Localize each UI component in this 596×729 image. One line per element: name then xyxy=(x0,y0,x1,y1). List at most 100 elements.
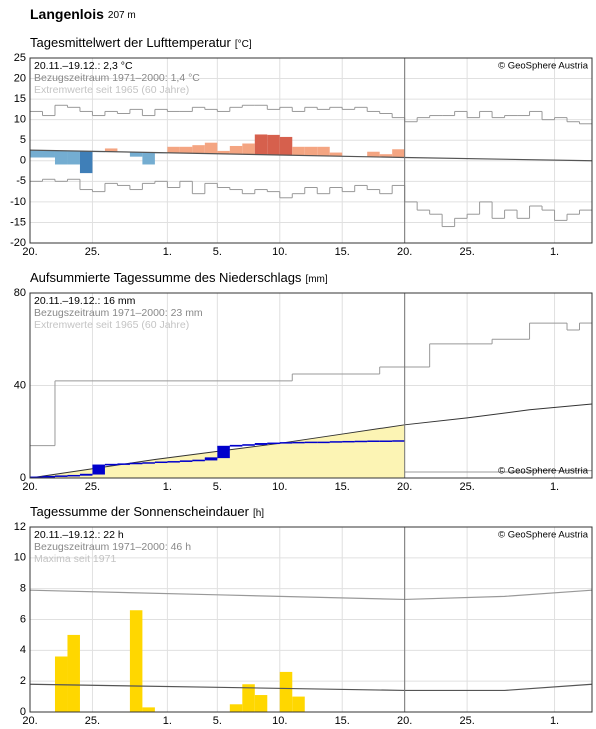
chart-title: Aufsummierte Tagessumme des Niederschlag… xyxy=(30,270,302,285)
reference-line xyxy=(29,589,593,601)
x-tick-label: 20. xyxy=(22,715,37,727)
chart: Aufsummierte Tagessumme des Niederschlag… xyxy=(14,270,593,493)
temperature-bar xyxy=(42,150,55,158)
sunshine-bar xyxy=(142,707,155,712)
chart-unit: [°C] xyxy=(235,39,252,50)
plot-frame xyxy=(29,526,593,713)
copyright: © GeoSphere Austria xyxy=(498,530,589,541)
temperature-bar xyxy=(104,148,118,152)
chart: Tagesmittelwert der Lufttemperatur [°C] 20… xyxy=(10,35,593,258)
temperature-bar xyxy=(79,151,93,174)
copyright: © GeoSphere Austria xyxy=(498,466,589,477)
y-tick-label: 40 xyxy=(14,379,26,391)
temperature-bar xyxy=(192,145,205,154)
precip-day xyxy=(92,465,105,475)
precip-day xyxy=(204,458,218,461)
x-tick-label: 10. xyxy=(272,481,287,493)
x-tick-label: 1. xyxy=(163,715,172,727)
y-tick-label: 0 xyxy=(20,472,26,484)
temperature-bar xyxy=(392,149,405,158)
x-tick-label: 20. xyxy=(22,246,37,258)
temperature-bar xyxy=(217,150,230,154)
info-line: 20.11.–19.12.: 2,3 °C xyxy=(34,60,133,72)
sunshine-bar xyxy=(129,610,143,712)
x-tick-label: 20. xyxy=(397,715,412,727)
info-line: 20.11.–19.12.: 22 h xyxy=(34,529,124,541)
precip-day xyxy=(217,446,230,459)
x-tick-label: 25. xyxy=(85,246,100,258)
x-tick-label: 25. xyxy=(85,715,100,727)
sunshine-bar xyxy=(279,671,293,712)
y-tick-label: 15 xyxy=(14,93,26,105)
y-tick-label: 0 xyxy=(20,155,26,167)
x-tick-label: 20. xyxy=(397,246,412,258)
y-tick-label: -10 xyxy=(10,196,26,208)
y-tick-label: 4 xyxy=(20,644,26,656)
y-tick-label: 80 xyxy=(14,287,26,299)
temperature-bar xyxy=(304,146,318,156)
sunshine-bar xyxy=(292,696,305,712)
temperature-bar xyxy=(242,143,255,155)
chart-unit: [h] xyxy=(253,508,264,519)
temperature-bar xyxy=(54,150,68,165)
temperature-bar xyxy=(379,154,393,158)
y-tick-label: 20 xyxy=(14,72,26,84)
x-tick-label: 5. xyxy=(213,481,222,493)
y-tick-label: 5 xyxy=(20,134,26,146)
y-tick-label: 10 xyxy=(14,114,26,126)
reference-line xyxy=(29,683,593,692)
temperature-bar xyxy=(204,142,218,154)
temperature-bar xyxy=(267,134,280,155)
x-tick-label: 1. xyxy=(163,246,172,258)
temperature-bar xyxy=(129,152,143,157)
info-line: Bezugszeitraum 1971–2000: 46 h xyxy=(34,541,191,553)
info-line: Bezugszeitraum 1971–2000: 23 mm xyxy=(34,307,203,319)
x-tick-label: 10. xyxy=(272,715,287,727)
info-line: 20.11.–19.12.: 16 mm xyxy=(34,295,136,307)
temperature-bar xyxy=(229,145,243,155)
x-tick-label: 20. xyxy=(397,481,412,493)
temperature-bar xyxy=(167,146,180,153)
x-tick-label: 1. xyxy=(163,481,172,493)
temperature-bar xyxy=(367,151,380,157)
x-tick-label: 15. xyxy=(335,246,350,258)
x-tick-label: 25. xyxy=(459,481,474,493)
chart-title: Tagessumme der Sonnenscheindauer xyxy=(30,504,250,519)
y-tick-label: -5 xyxy=(16,175,26,187)
y-tick-label: 0 xyxy=(20,706,26,718)
chart-title: Tagesmittelwert der Lufttemperatur xyxy=(30,35,232,50)
x-tick-label: 1. xyxy=(550,246,559,258)
station-name: Langenlois xyxy=(30,6,104,22)
x-tick-label: 1. xyxy=(550,715,559,727)
plot-frame xyxy=(29,57,593,244)
y-tick-label: 8 xyxy=(20,583,26,595)
station-altitude: 207 m xyxy=(108,10,136,21)
info-line: Extremwerte seit 1965 (60 Jahre) xyxy=(34,319,189,331)
temperature-bar xyxy=(179,146,193,154)
x-tick-label: 10. xyxy=(272,246,287,258)
info-line: Bezugszeitraum 1971–2000: 1,4 °C xyxy=(34,72,200,84)
copyright: © GeoSphere Austria xyxy=(498,61,589,72)
x-tick-label: 5. xyxy=(213,246,222,258)
y-tick-label: -20 xyxy=(10,237,26,249)
chart-unit: [mm] xyxy=(305,274,327,285)
temperature-bar xyxy=(67,150,80,165)
sunshine-bar xyxy=(254,695,268,712)
y-tick-label: 25 xyxy=(14,52,26,64)
chart: Tagessumme der Sonnenscheindauer [h] 20. 25… xyxy=(14,504,593,727)
sunshine-bar xyxy=(67,634,80,712)
sunshine-bar xyxy=(229,704,243,712)
chart-title-group: Tagessumme der Sonnenscheindauer [h] xyxy=(30,504,264,519)
info-line: Maxima seit 1971 xyxy=(34,553,116,565)
plot-frame xyxy=(29,292,593,479)
x-tick-label: 25. xyxy=(85,481,100,493)
x-tick-label: 15. xyxy=(335,715,350,727)
y-tick-label: 12 xyxy=(14,521,26,533)
x-tick-label: 25. xyxy=(459,246,474,258)
temperature-bar xyxy=(279,136,293,156)
temperature-bar xyxy=(30,150,43,158)
y-tick-label: -15 xyxy=(10,216,26,228)
y-tick-label: 2 xyxy=(20,675,26,687)
x-tick-label: 1. xyxy=(550,481,559,493)
